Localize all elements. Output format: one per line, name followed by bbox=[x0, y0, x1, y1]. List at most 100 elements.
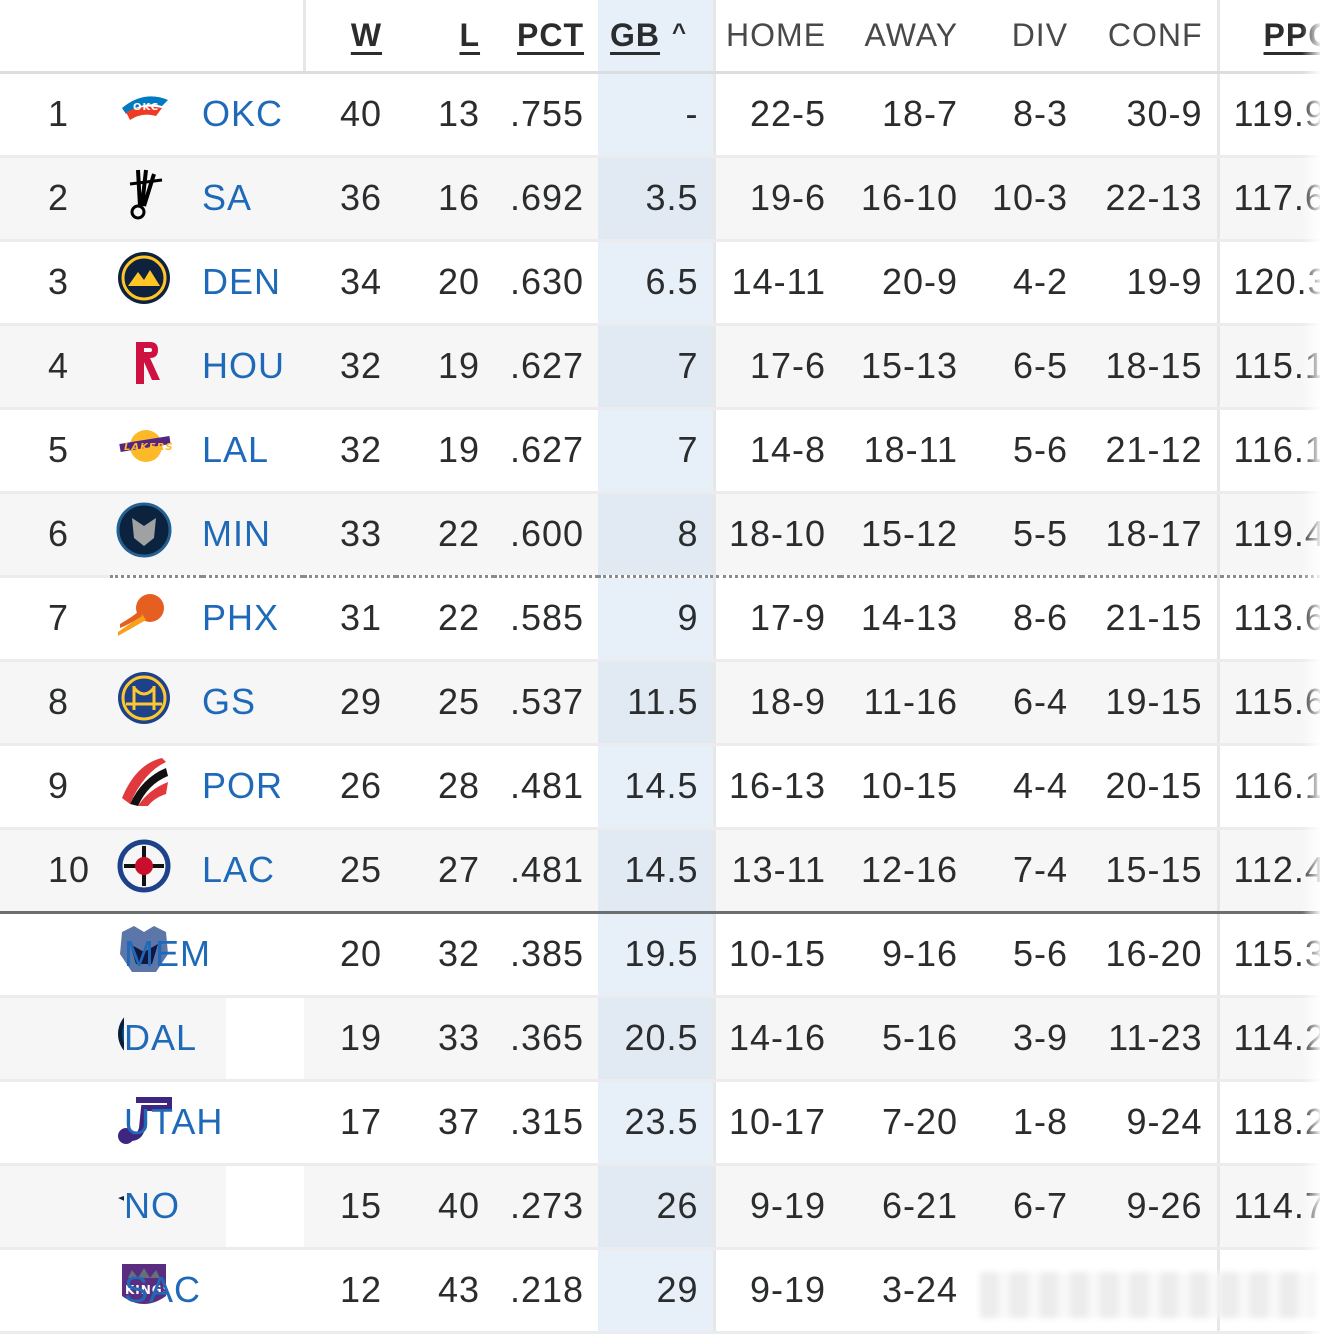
away-record-cell: 11-16 bbox=[840, 660, 973, 746]
wins-cell: 32 bbox=[304, 324, 397, 410]
gb-cell: 19.5 bbox=[598, 912, 716, 998]
home-record-cell: 9-19 bbox=[714, 1248, 841, 1334]
home-record-cell: 16-13 bbox=[714, 744, 841, 830]
team-name-cell[interactable]: SAC bbox=[124, 1248, 227, 1334]
l-header-label: L bbox=[459, 16, 481, 53]
losses-cell: 20 bbox=[396, 240, 495, 326]
rank-cell: 7 bbox=[0, 576, 110, 662]
div-record-cell: 7-4 bbox=[972, 828, 1083, 914]
rank-cell bbox=[0, 1248, 110, 1334]
team-column-header bbox=[0, 0, 306, 74]
logo-cell[interactable] bbox=[110, 492, 202, 578]
gb-cell: 14.5 bbox=[598, 744, 716, 830]
nuggets-logo-icon[interactable] bbox=[116, 250, 172, 315]
team-link[interactable]: MEM bbox=[124, 933, 211, 974]
div-record-cell: 5-5 bbox=[972, 492, 1083, 578]
gb-column-header[interactable]: GB ^ bbox=[598, 0, 716, 74]
pct-column-header[interactable]: PCT bbox=[494, 0, 599, 74]
team-name-cell[interactable]: DEN bbox=[202, 240, 305, 326]
trail-blazers-logo-icon[interactable] bbox=[116, 754, 172, 819]
logo-cell[interactable] bbox=[110, 576, 202, 662]
team-name-cell[interactable]: POR bbox=[202, 744, 305, 830]
away-record-cell: 18-7 bbox=[840, 72, 973, 158]
team-link[interactable]: MIN bbox=[202, 513, 271, 554]
team-name-cell[interactable]: OKC bbox=[202, 72, 305, 158]
team-name-cell[interactable]: NO bbox=[124, 1164, 227, 1250]
svg-text:OKC: OKC bbox=[133, 102, 159, 113]
pct-cell: .630 bbox=[494, 240, 599, 326]
gb-cell: 7 bbox=[598, 324, 716, 410]
team-link[interactable]: UTAH bbox=[124, 1101, 224, 1142]
table-row: 9 POR 26 28.481 14.5 16-13 10-15 4-4 20-15 116.1 bbox=[0, 744, 1320, 830]
warriors-logo-icon[interactable] bbox=[116, 670, 172, 735]
div-record-cell: 4-4 bbox=[972, 744, 1083, 830]
logo-cell[interactable] bbox=[110, 156, 202, 242]
team-link[interactable]: POR bbox=[202, 765, 284, 806]
wins-cell: 26 bbox=[304, 744, 397, 830]
logo-cell[interactable] bbox=[110, 660, 202, 746]
team-link[interactable]: LAL bbox=[202, 429, 270, 470]
team-name-cell[interactable]: LAL bbox=[202, 408, 305, 494]
gb-cell: 23.5 bbox=[598, 1080, 716, 1166]
gb-cell: 8 bbox=[598, 492, 716, 578]
div-header-label: DIV bbox=[1011, 16, 1069, 53]
pct-cell: .315 bbox=[494, 1080, 599, 1166]
l-column-header[interactable]: L bbox=[396, 0, 495, 74]
suns-logo-icon[interactable] bbox=[116, 586, 172, 651]
clippers-logo-icon[interactable] bbox=[116, 838, 172, 903]
team-name-cell[interactable]: MIN bbox=[202, 492, 305, 578]
conf-record-cell: 11-23 bbox=[1082, 996, 1220, 1082]
wins-cell: 20 bbox=[304, 912, 397, 998]
losses-cell: 43 bbox=[396, 1248, 495, 1334]
logo-cell[interactable]: LAKERS bbox=[110, 408, 202, 494]
team-link[interactable]: LAC bbox=[202, 849, 276, 890]
losses-cell: 28 bbox=[396, 744, 495, 830]
w-column-header[interactable]: W bbox=[304, 0, 397, 74]
logo-cell[interactable] bbox=[110, 240, 202, 326]
team-name-cell[interactable]: HOU bbox=[202, 324, 305, 410]
div-column-header: DIV bbox=[972, 0, 1083, 74]
team-link[interactable]: OKC bbox=[202, 93, 284, 134]
wins-cell: 15 bbox=[304, 1164, 397, 1250]
team-name-cell[interactable]: SA bbox=[202, 156, 305, 242]
home-record-cell: 10-17 bbox=[714, 1080, 841, 1166]
pct-cell: .585 bbox=[494, 576, 599, 662]
rank-cell: 6 bbox=[0, 492, 110, 578]
team-name-cell[interactable]: DAL bbox=[124, 996, 227, 1082]
logo-cell[interactable] bbox=[110, 324, 202, 410]
away-record-cell: 12-16 bbox=[840, 828, 973, 914]
team-link[interactable]: NO bbox=[124, 1185, 180, 1226]
wins-cell: 19 bbox=[304, 996, 397, 1082]
away-column-header: AWAY bbox=[840, 0, 973, 74]
away-record-cell: 5-16 bbox=[840, 996, 973, 1082]
team-link[interactable]: PHX bbox=[202, 597, 280, 638]
table-header: W L PCT GB^ HOME AWAY DIV CONF PPG bbox=[0, 0, 1320, 74]
team-name-cell[interactable]: UTAH bbox=[124, 1080, 227, 1166]
losses-cell: 40 bbox=[396, 1164, 495, 1250]
team-link[interactable]: SAC bbox=[124, 1269, 202, 1310]
timberwolves-logo-icon[interactable] bbox=[116, 502, 172, 567]
spurs-logo-icon[interactable] bbox=[116, 166, 172, 231]
team-link[interactable]: SA bbox=[202, 177, 253, 218]
w-header-label: W bbox=[350, 16, 383, 53]
losses-cell: 13 bbox=[396, 72, 495, 158]
team-name-cell[interactable]: MEM bbox=[124, 912, 227, 998]
logo-cell[interactable]: OKC bbox=[110, 72, 202, 158]
pct-header-label: PCT bbox=[517, 16, 585, 53]
table-row: DAL 19 33.365 20.5 14-16 5-16 3-9 11-23 114.2 bbox=[0, 996, 1320, 1082]
team-link[interactable]: DAL bbox=[124, 1017, 198, 1058]
away-record-cell: 3-24 bbox=[840, 1248, 973, 1334]
thunder-logo-icon[interactable]: OKC bbox=[116, 82, 172, 147]
logo-cell[interactable] bbox=[110, 828, 202, 914]
team-name-cell[interactable]: GS bbox=[202, 660, 305, 746]
team-name-cell[interactable]: LAC bbox=[202, 828, 305, 914]
team-link[interactable]: HOU bbox=[202, 345, 285, 386]
losses-cell: 16 bbox=[396, 156, 495, 242]
lakers-logo-icon[interactable]: LAKERS bbox=[116, 418, 173, 483]
team-link[interactable]: DEN bbox=[202, 261, 282, 302]
logo-cell[interactable] bbox=[110, 744, 202, 830]
team-link[interactable]: GS bbox=[202, 681, 257, 722]
gb-cell: 20.5 bbox=[598, 996, 716, 1082]
rockets-logo-icon[interactable] bbox=[116, 334, 172, 399]
team-name-cell[interactable]: PHX bbox=[202, 576, 305, 662]
